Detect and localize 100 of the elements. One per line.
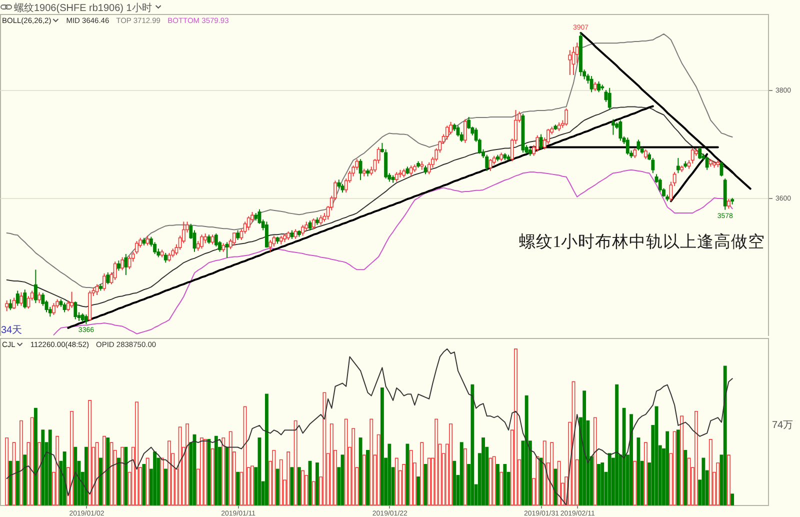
bar <box>30 417 34 506</box>
candlestick <box>464 118 467 144</box>
candlestick <box>225 242 229 258</box>
bar <box>557 460 561 506</box>
bar <box>420 442 424 506</box>
bar <box>330 423 334 506</box>
candlestick <box>106 272 110 285</box>
bar <box>630 414 633 506</box>
candlestick <box>312 218 316 230</box>
line-series <box>670 153 708 202</box>
candlestick <box>264 221 268 248</box>
candlestick <box>200 234 204 250</box>
bar <box>449 423 452 506</box>
bar <box>597 464 600 506</box>
bar <box>95 442 99 506</box>
candlestick <box>113 261 117 280</box>
candlestick <box>38 292 42 304</box>
candlestick <box>74 300 78 320</box>
candlestick <box>597 80 600 93</box>
candlestick <box>409 165 413 177</box>
bar <box>207 439 211 506</box>
candlestick <box>536 134 540 152</box>
bar <box>409 450 413 506</box>
bar <box>38 442 42 506</box>
candlestick <box>593 81 597 92</box>
candlestick <box>319 214 323 226</box>
candlestick <box>726 198 730 210</box>
bar <box>452 460 456 506</box>
bar <box>550 442 554 506</box>
bar <box>178 426 182 506</box>
bar <box>186 423 189 506</box>
candlestick <box>676 158 680 174</box>
bar <box>16 460 20 506</box>
candlestick <box>124 254 128 276</box>
bar <box>344 418 348 506</box>
candlestick <box>84 314 88 325</box>
bar <box>70 410 74 506</box>
bar <box>427 458 431 506</box>
candlestick <box>651 158 655 174</box>
bar <box>279 459 283 506</box>
chart-title: 螺纹1906(SHFE rb1906) 1小时 <box>14 2 152 14</box>
candlestick <box>12 297 16 310</box>
candlestick <box>294 228 298 240</box>
bar <box>250 466 254 506</box>
bar <box>600 462 604 506</box>
candlestick <box>128 256 132 270</box>
candlestick <box>52 302 56 316</box>
bar <box>294 420 298 506</box>
candlestick <box>301 224 304 236</box>
bar <box>102 436 106 506</box>
bar <box>23 454 27 506</box>
bar <box>470 384 474 506</box>
bar <box>74 446 78 506</box>
bar <box>684 450 688 506</box>
bar <box>542 440 546 506</box>
bar <box>615 384 619 506</box>
candlestick <box>564 108 568 126</box>
candlestick <box>626 137 630 156</box>
bar <box>388 444 392 506</box>
bar <box>694 410 698 506</box>
candlestick <box>358 158 362 181</box>
bar <box>644 442 648 506</box>
bar <box>608 453 612 506</box>
bar <box>380 388 384 506</box>
bar <box>316 462 319 506</box>
bar <box>362 454 366 506</box>
candlestick <box>236 230 240 240</box>
bar <box>460 442 464 506</box>
candlestick <box>204 233 208 244</box>
candlestick <box>70 291 74 308</box>
bar <box>496 464 500 506</box>
bar <box>222 437 226 506</box>
bar <box>301 470 304 506</box>
bar <box>500 472 504 506</box>
bar <box>286 452 290 506</box>
bar <box>56 436 60 506</box>
bar <box>214 436 218 506</box>
bar <box>210 448 214 506</box>
bar <box>482 437 485 506</box>
bar <box>554 468 558 506</box>
bar <box>200 437 204 506</box>
bar <box>716 462 720 506</box>
bar <box>726 454 730 506</box>
bar <box>164 468 168 506</box>
bar <box>228 431 232 506</box>
bar <box>406 444 410 506</box>
bar <box>120 446 124 506</box>
bar <box>153 452 157 506</box>
candlestick <box>116 260 120 272</box>
bar <box>322 392 326 506</box>
candlestick <box>705 156 709 170</box>
bar <box>416 476 420 506</box>
bar <box>304 474 308 506</box>
bar <box>272 450 276 506</box>
candlestick <box>611 118 615 136</box>
bar <box>88 400 92 506</box>
bar <box>84 446 88 506</box>
bar <box>593 417 597 506</box>
candlestick <box>210 234 214 245</box>
candlestick <box>102 272 106 292</box>
